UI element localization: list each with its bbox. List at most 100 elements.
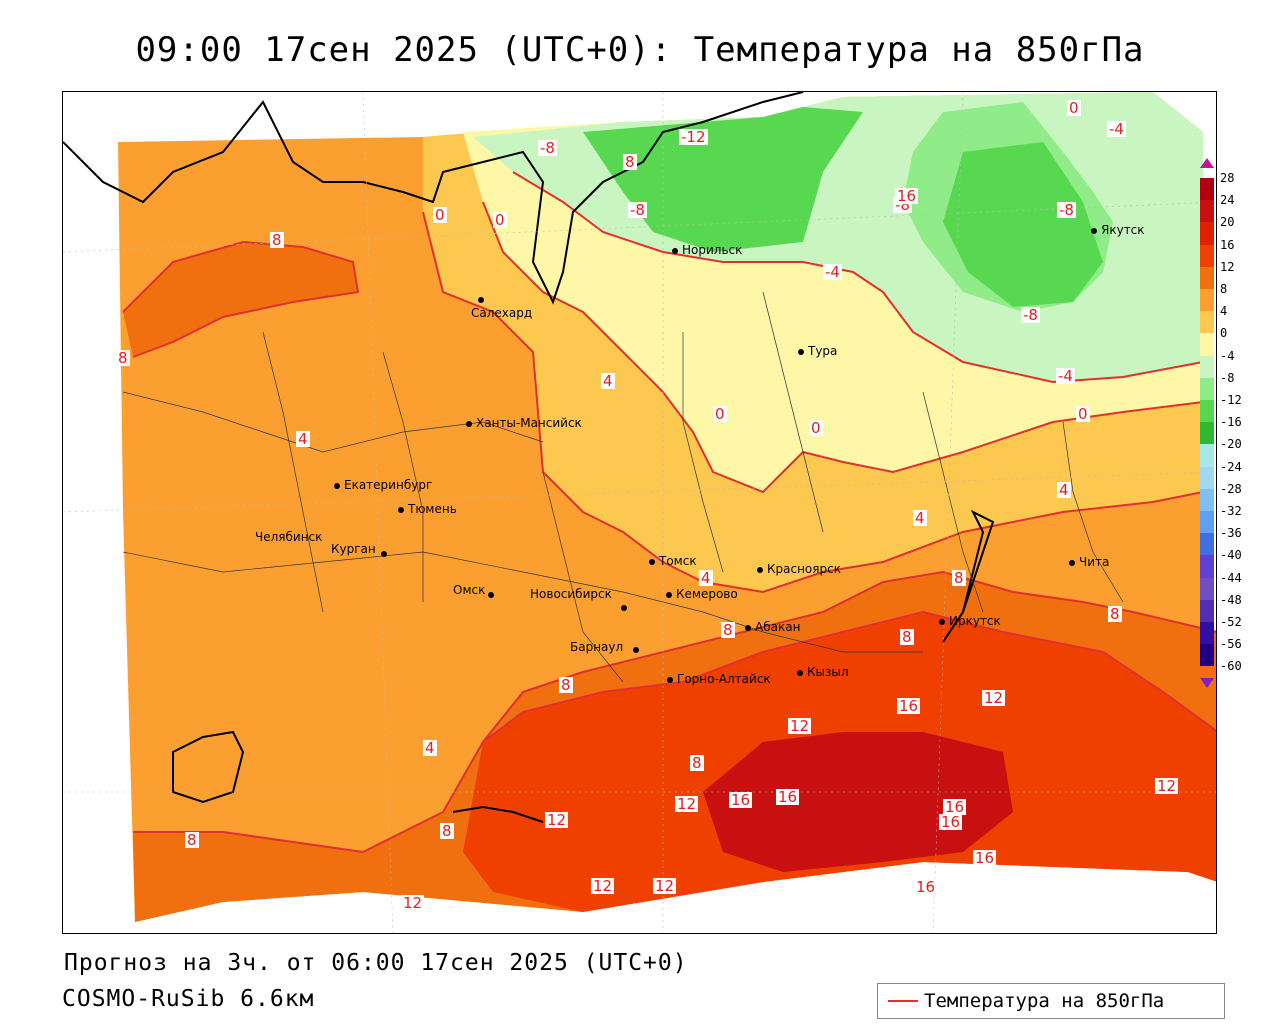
- scale-tick-label: 4: [1220, 304, 1228, 319]
- city-marker: Кызыл: [797, 665, 849, 679]
- contour-label: 4: [601, 372, 615, 390]
- scale-tick-label: -24: [1220, 459, 1242, 474]
- city-marker: Тюмень: [398, 502, 457, 516]
- legend-label: Температура на 850гПа: [924, 990, 1165, 1012]
- scale-tick-label: 12: [1220, 259, 1235, 274]
- scale-segment: [1200, 400, 1214, 423]
- contour-label: 16: [973, 849, 997, 867]
- contour-label: 8: [1108, 605, 1122, 623]
- scale-tick-label: 28: [1220, 171, 1235, 185]
- scale-segment: [1200, 511, 1214, 534]
- contour-label: 16: [939, 813, 963, 831]
- contour-label: 16: [776, 788, 800, 806]
- scale-tick-label: -32: [1220, 504, 1242, 518]
- contour-label: 16: [895, 187, 919, 205]
- color-scale: 28 24 20 16 12 8 4 0 -4 -8 -12 -16 -20 -24 -28 -32 -36 -4…: [1198, 158, 1258, 688]
- temperature-field: [63, 92, 1216, 933]
- scale-tick-label: -60: [1220, 659, 1242, 674]
- contour-label: 0: [809, 419, 823, 437]
- scale-segment: [1200, 311, 1214, 334]
- contour-label: 8: [559, 676, 573, 694]
- city-marker: Томск: [649, 554, 697, 568]
- scale-segment: [1200, 533, 1214, 556]
- scale-tick-label: -20: [1220, 437, 1242, 452]
- city-label: Курган: [331, 542, 376, 556]
- contour-label: 12: [675, 795, 699, 813]
- scale-segment: [1200, 178, 1214, 201]
- contour-label: 12: [653, 877, 677, 895]
- city-dot: [633, 642, 643, 656]
- contour-label: 16: [729, 791, 753, 809]
- scale-segment: [1200, 644, 1214, 667]
- field-warm-west: [123, 242, 358, 357]
- contour-label: 8: [952, 569, 966, 587]
- scale-tick-label: -12: [1220, 393, 1242, 407]
- city-marker: Кемерово: [666, 587, 738, 601]
- contour-label: 0: [493, 211, 507, 229]
- contour-label: -4: [1107, 120, 1126, 138]
- city-marker: Абакан: [745, 620, 800, 634]
- scale-tick-label: 24: [1220, 193, 1235, 208]
- city-dot: [621, 600, 631, 614]
- city-label: Омск: [453, 583, 486, 597]
- scale-tick-label: -8: [1220, 370, 1235, 385]
- city-dot: [488, 587, 498, 601]
- contour-label: 12: [591, 877, 615, 895]
- contour-label: -8: [1057, 201, 1076, 219]
- contour-label: 0: [713, 405, 727, 423]
- scale-arrow-down: [1200, 678, 1214, 688]
- city-marker: Красноярск: [757, 562, 841, 576]
- city-marker: Иркутск: [939, 614, 1001, 628]
- contour-label: 8: [270, 231, 284, 249]
- city-marker: Горно-Алтайск: [667, 672, 771, 686]
- scale-tick-label: 16: [1220, 237, 1235, 252]
- contour-label: 8: [690, 754, 704, 772]
- scale-segment: [1200, 244, 1214, 267]
- contour-label: 8: [721, 621, 735, 639]
- scale-segment: [1200, 577, 1214, 600]
- city-marker: Екатеринбург: [334, 478, 432, 492]
- contour-label: 12: [982, 689, 1006, 707]
- scale-tick-label: -40: [1220, 548, 1242, 563]
- scale-segment: [1200, 289, 1214, 312]
- scale-tick-label: -36: [1220, 526, 1242, 541]
- scale-segment: [1200, 622, 1214, 645]
- city-marker: [478, 292, 488, 306]
- scale-segment: [1200, 555, 1214, 578]
- city-marker: Ханты-Мансийск: [466, 416, 582, 430]
- contour-label: 8: [900, 628, 914, 646]
- contour-label: 0: [1067, 99, 1081, 117]
- legend-line-swatch: [888, 1000, 918, 1002]
- contour-label: -8: [1021, 306, 1040, 324]
- contour-label: 8: [440, 822, 454, 840]
- contour-label: 12: [1155, 777, 1179, 795]
- scale-tick-label: -44: [1220, 570, 1242, 585]
- city-dot: [381, 546, 391, 560]
- scale-segment: [1200, 355, 1214, 378]
- scale-segment: [1200, 488, 1214, 511]
- contour-label: -12: [679, 128, 708, 146]
- legend: Температура на 850гПа: [877, 983, 1225, 1019]
- scale-arrow-up: [1200, 158, 1214, 168]
- city-label: Салехард: [471, 306, 533, 320]
- scale-tick-label: 0: [1220, 326, 1228, 341]
- contour-label: 12: [401, 894, 425, 912]
- scale-tick-label: -4: [1220, 348, 1235, 363]
- contour-label: 4: [296, 430, 310, 448]
- city-label: Челябинск: [255, 530, 323, 544]
- contour-label: 0: [433, 206, 447, 224]
- city-marker: Норильск: [672, 243, 742, 257]
- scale-segment: [1200, 377, 1214, 400]
- contour-label: 4: [913, 509, 927, 527]
- contour-label: 16: [914, 878, 938, 896]
- scale-segment: [1200, 422, 1214, 445]
- map-title: 09:00 17сен 2025 (UTC+0): Температура на…: [135, 30, 1145, 70]
- scale-tick-label: -52: [1220, 615, 1242, 629]
- scale-segment: [1200, 466, 1214, 489]
- city-marker: Чита: [1069, 555, 1109, 569]
- contour-label: 12: [788, 717, 812, 735]
- forecast-info: Прогноз на 3ч. от 06:00 17сен 2025 (UTC+…: [64, 950, 688, 976]
- contour-label: 4: [699, 569, 713, 587]
- field-20-24: [703, 732, 1013, 872]
- contour-label: 8: [185, 831, 199, 849]
